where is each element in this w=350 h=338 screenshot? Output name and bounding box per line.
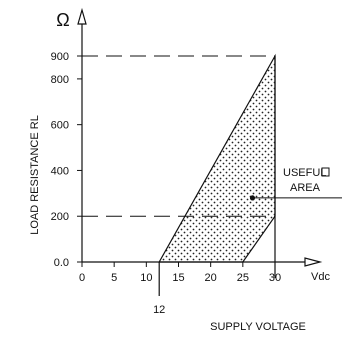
x-axis-title: SUPPLY VOLTAGE — [210, 321, 306, 333]
y-axis-arrow — [77, 7, 87, 25]
y-unit-label: Ω — [56, 10, 69, 30]
useful-area-label-line2: AREA — [290, 182, 321, 194]
y-tick-label-600: 600 — [51, 120, 69, 132]
x-marker-label-12: 12 — [153, 304, 165, 316]
useful-area-region — [158, 53, 276, 263]
x-tick-label-5: 5 — [111, 272, 117, 284]
x-tick-label-10: 10 — [140, 272, 152, 284]
y-axis-title: LOAD RESISTANCE RL — [29, 115, 41, 235]
y-tick-label-800: 800 — [51, 74, 69, 86]
useful-area-label-box-glyph — [321, 167, 330, 177]
y-tick-label-200: 200 — [51, 211, 69, 223]
x-tick-label-20: 20 — [205, 272, 217, 284]
y-tick-label-400: 400 — [51, 165, 69, 177]
x-unit-label: Vdc — [311, 271, 330, 283]
y-tick-label-0: 0.0 — [54, 257, 69, 269]
useful-area-label-line1: USEFUL — [283, 167, 326, 179]
x-tick-label-15: 15 — [172, 272, 184, 284]
x-tick-label-0: 0 — [79, 272, 85, 284]
x-axis-arrow — [304, 257, 323, 267]
y-tick-label-900: 900 — [51, 51, 69, 63]
x-tick-label-25: 25 — [237, 272, 249, 284]
x-tick-label-30: 30 — [269, 272, 281, 284]
